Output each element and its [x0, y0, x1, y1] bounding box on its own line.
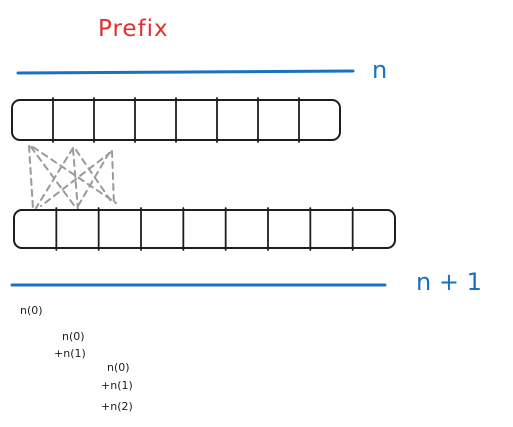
note-line: n(0) [62, 330, 85, 343]
top-size-line [16, 69, 355, 75]
note-line: +n(1) [101, 379, 133, 392]
note-line: +n(1) [54, 347, 86, 360]
bottom-size-label: n + 1 [416, 268, 482, 296]
note-line: +n(2) [101, 400, 133, 413]
dashed-connector [77, 152, 110, 207]
dashed-connector [28, 145, 34, 210]
dashed-connector [111, 150, 115, 206]
top-size-label: n [372, 56, 387, 84]
notes: n(0) n(0) +n(1) n(0) +n(1) +n(2) [20, 304, 133, 413]
dashed-connector [72, 148, 79, 211]
dashed-connector [35, 147, 74, 209]
bottom-array [13, 207, 396, 251]
note-line: n(0) [20, 304, 43, 317]
dashed-connector [30, 146, 77, 209]
dashed-connectors [28, 145, 117, 211]
bottom-array-box [13, 209, 396, 249]
top-array [11, 97, 341, 143]
note-line: n(0) [107, 361, 130, 374]
dashed-connector [40, 151, 112, 207]
diagram-title: Prefix [98, 16, 169, 42]
